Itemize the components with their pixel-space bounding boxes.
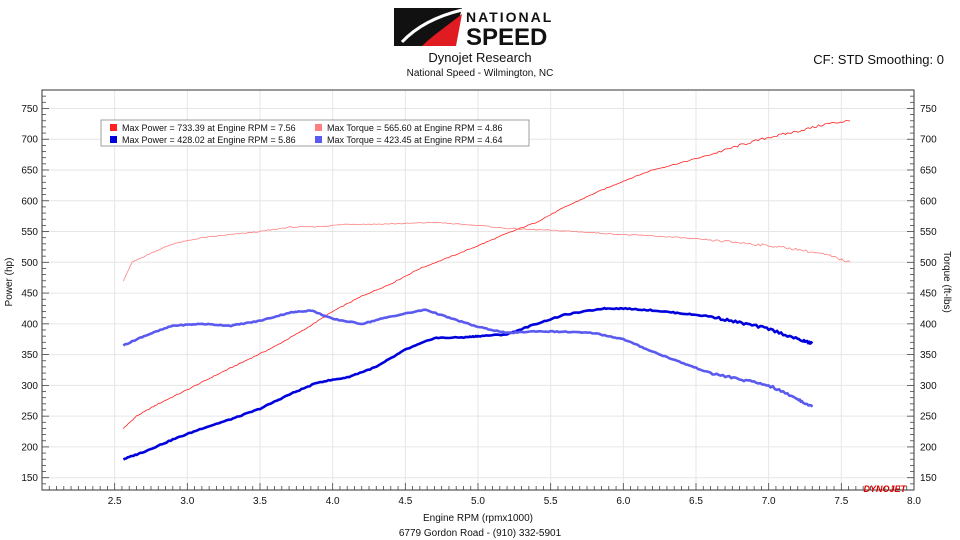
y-tick-label-right: 700: [920, 135, 937, 146]
series-group: [122, 120, 851, 461]
legend-entry: Max Power = 428.02 at Engine RPM = 5.86: [122, 135, 296, 145]
legend-swatch: [110, 124, 117, 131]
y-tick-label-left: 200: [21, 442, 38, 453]
minor-ticks: [41, 95, 915, 490]
x-tick-label: 3.0: [180, 496, 194, 507]
y-axis-label-right: Torque (ft-lbs): [941, 251, 952, 313]
y-tick-labels-right: 150 200 250 300 350 400 450 500 550 600 650 700 750: [920, 104, 937, 484]
footer-address: 6779 Gordon Road - (910) 332-5901: [398, 528, 562, 539]
y-tick-label-right: 550: [920, 227, 937, 238]
y-tick-label-left: 600: [21, 196, 38, 207]
y-tick-label-right: 350: [920, 350, 937, 361]
x-axis-label: Engine RPM (rpmx1000): [423, 513, 533, 524]
chart-subtitle: National Speed - Wilmington, NC: [406, 68, 554, 79]
svg-text:SPEED: SPEED: [466, 24, 547, 48]
x-tick-label: 6.0: [616, 496, 630, 507]
legend-swatch: [110, 136, 117, 143]
legend-entry: Max Torque = 565.60 at Engine RPM = 4.86: [327, 123, 502, 133]
y-tick-label-right: 450: [920, 289, 937, 300]
chart-title: Dynojet Research: [428, 50, 532, 65]
svg-text:NATIONAL: NATIONAL: [466, 9, 553, 25]
series-line-power_run2: [122, 306, 814, 461]
legend-swatch: [315, 124, 322, 131]
legend-swatch: [315, 136, 322, 143]
legend-entry: Max Torque = 423.45 at Engine RPM = 4.64: [327, 135, 502, 145]
grid-lines: [42, 90, 914, 490]
national-speed-logo: NATIONAL SPEED: [392, 6, 572, 51]
y-tick-label-right: 500: [920, 258, 937, 269]
y-tick-label-right: 150: [920, 473, 937, 484]
x-tick-label: 4.0: [326, 496, 340, 507]
y-tick-label-left: 350: [21, 350, 38, 361]
y-tick-label-left: 300: [21, 381, 38, 392]
x-tick-label: 5.0: [471, 496, 485, 507]
x-tick-label: 3.5: [253, 496, 267, 507]
series-line-torque_run1: [123, 221, 851, 282]
y-tick-labels-left: 150 200 250 300 350 400 450 500 550 600 650 700 750: [21, 104, 38, 484]
y-tick-label-left: 500: [21, 258, 38, 269]
y-tick-label-right: 400: [920, 319, 937, 330]
y-tick-label-right: 300: [920, 381, 937, 392]
y-tick-label-right: 750: [920, 104, 937, 115]
y-tick-label-right: 600: [920, 196, 937, 207]
y-tick-label-left: 150: [21, 473, 38, 484]
cf-smoothing-label: CF: STD Smoothing: 0: [813, 52, 944, 67]
y-tick-label-left: 250: [21, 412, 38, 423]
x-tick-label: 8.0: [907, 496, 921, 507]
x-tick-label: 6.5: [689, 496, 703, 507]
legend: Max Power = 733.39 at Engine RPM = 7.56 M…: [100, 119, 530, 147]
x-tick-label: 2.5: [108, 496, 122, 507]
x-tick-label: 4.5: [398, 496, 412, 507]
y-tick-label-left: 700: [21, 135, 38, 146]
series-line-power_run1: [123, 120, 851, 430]
series-line-torque_run2: [122, 308, 814, 408]
x-tick-labels: 2.5 3.0 3.5 4.0 4.5 5.0 5.5 6.0 6.5 7.0 7.5 8.0: [108, 496, 922, 507]
dynojet-watermark: DYNOJET: [863, 484, 907, 494]
x-tick-label: 7.0: [762, 496, 776, 507]
y-tick-label-left: 550: [21, 227, 38, 238]
y-axis-label-left: Power (hp): [4, 258, 15, 307]
y-tick-label-left: 450: [21, 289, 38, 300]
y-tick-label-right: 200: [920, 442, 937, 453]
y-tick-label-right: 650: [920, 166, 937, 177]
y-tick-label-left: 400: [21, 319, 38, 330]
x-tick-label: 7.5: [834, 496, 848, 507]
y-tick-label-right: 250: [920, 412, 937, 423]
x-tick-label: 5.5: [544, 496, 558, 507]
y-tick-label-left: 650: [21, 166, 38, 177]
y-tick-label-left: 750: [21, 104, 38, 115]
legend-entry: Max Power = 733.39 at Engine RPM = 7.56: [122, 123, 296, 133]
